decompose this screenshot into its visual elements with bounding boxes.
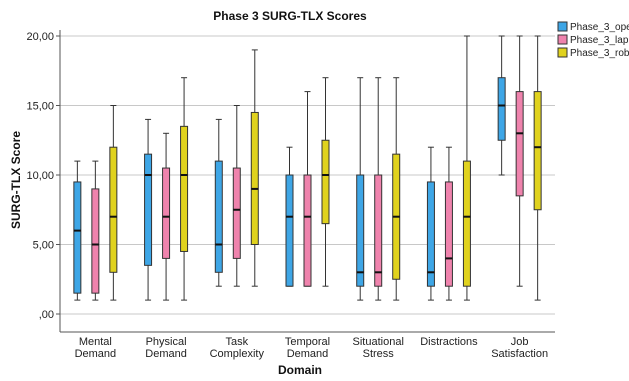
legend-label: Phase_3_lap (570, 35, 629, 46)
box-Phase_3_open-0 (73, 160, 82, 301)
box-Phase_3_open-5 (426, 146, 435, 301)
x-tick-label-line: Complexity (210, 348, 265, 360)
legend-swatch (557, 21, 568, 32)
x-tick-label-line: Satisfaction (491, 348, 548, 360)
box-Phase_3_rob-0 (109, 105, 118, 301)
box-iqr (356, 174, 365, 287)
x-tick-label: Task Complexity (210, 336, 265, 360)
box-series (73, 35, 542, 301)
box-Phase_3_lap-5 (444, 146, 453, 301)
y-axis-ticks: ,00 5,00 10,00 15,00 20,00 (26, 31, 60, 321)
y-tick-label: 20,00 (26, 31, 54, 43)
box-iqr (73, 181, 82, 294)
box-iqr (214, 160, 223, 273)
x-tick-label-line: Situational (353, 336, 404, 348)
legend-label: Phase_3_rob (570, 48, 629, 59)
y-tick-label: 5,00 (33, 240, 54, 252)
x-tick-label-line: Task (225, 336, 248, 348)
y-tick-label: 10,00 (26, 170, 54, 182)
legend-swatch (557, 34, 568, 45)
x-tick-label-line: Demand (145, 348, 187, 360)
box-iqr (285, 174, 294, 287)
box-Phase_3_rob-6 (533, 35, 542, 301)
legend-label: Phase_3_open (570, 22, 629, 33)
box-Phase_3_lap-0 (91, 160, 100, 301)
x-tick-label-line: Stress (363, 348, 395, 360)
box-iqr (374, 174, 383, 287)
x-tick-label-line: Demand (75, 348, 117, 360)
x-tick-label-line: Physical (146, 336, 187, 348)
box-iqr (109, 146, 118, 273)
box-Phase_3_rob-1 (180, 77, 189, 301)
box-Phase_3_lap-2 (232, 105, 241, 287)
box-Phase_3_open-2 (214, 118, 223, 287)
box-iqr (444, 181, 453, 287)
box-iqr (303, 174, 312, 287)
x-tick-label-line: Distractions (420, 336, 478, 348)
x-tick-label-line: Mental (79, 336, 112, 348)
box-iqr (533, 91, 542, 211)
box-iqr (462, 160, 471, 287)
box-iqr (162, 167, 171, 259)
x-tick-label-line: Temporal (285, 336, 330, 348)
box-Phase_3_rob-4 (392, 77, 401, 301)
y-axis-title: SURG-TLX Score (9, 131, 23, 229)
y-tick-label: 15,00 (26, 101, 54, 113)
box-Phase_3_lap-3 (303, 91, 312, 287)
box-Phase_3_lap-4 (374, 77, 383, 301)
x-tick-label: Temporal Demand (285, 336, 330, 360)
x-tick-label-line: Demand (287, 348, 329, 360)
box-Phase_3_open-1 (144, 118, 153, 301)
box-iqr (91, 188, 100, 294)
x-tick-label: Situational Stress (353, 336, 404, 360)
chart-title: Phase 3 SURG-TLX Scores (213, 9, 367, 23)
x-tick-label: Mental Demand (75, 336, 117, 360)
x-axis-title: Domain (278, 363, 322, 377)
box-Phase_3_open-6 (497, 35, 506, 176)
box-Phase_3_rob-2 (250, 49, 259, 287)
box-iqr (321, 139, 330, 225)
box-iqr (232, 167, 241, 259)
box-iqr (250, 111, 259, 245)
x-tick-label: Distractions (420, 336, 478, 348)
x-tick-label-line: Job (511, 336, 529, 348)
box-iqr (144, 153, 153, 266)
y-tick-label: ,00 (39, 309, 54, 321)
box-iqr (515, 91, 524, 197)
box-iqr (180, 125, 189, 252)
x-tick-label: Physical Demand (145, 336, 187, 360)
legend: Phase_3_open Phase_3_lap Phase_3_rob (557, 21, 629, 59)
box-iqr (426, 181, 435, 287)
box-iqr (497, 77, 506, 141)
box-Phase_3_open-4 (356, 77, 365, 301)
box-Phase_3_lap-6 (515, 35, 524, 287)
box-Phase_3_lap-1 (162, 132, 171, 301)
box-Phase_3_open-3 (285, 146, 294, 287)
legend-swatch (557, 47, 568, 58)
box-Phase_3_rob-3 (321, 77, 330, 287)
x-tick-label: Job Satisfaction (491, 336, 548, 360)
box-Phase_3_rob-5 (462, 35, 471, 301)
